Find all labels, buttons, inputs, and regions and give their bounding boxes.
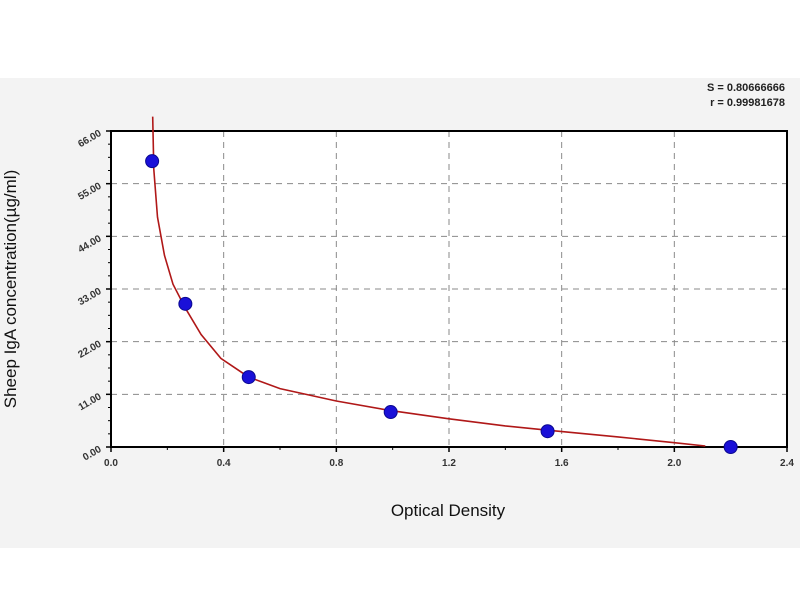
data-point [383, 405, 398, 420]
fit-curve-group [151, 116, 706, 447]
x-axis-label: Optical Density [391, 501, 506, 520]
stat-s: S = 0.80666666 [707, 82, 785, 94]
data-point [723, 440, 738, 454]
x-tick-label: 0.8 [329, 458, 343, 469]
x-tick-label: 0.0 [104, 458, 118, 469]
data-point [241, 370, 256, 385]
x-tick-label: 2.4 [780, 458, 794, 469]
data-point [178, 296, 193, 311]
data-point [540, 424, 555, 439]
data-point [145, 154, 160, 169]
x-tick-label: 2.0 [667, 458, 681, 469]
y-tick-label: 55.00 [76, 181, 104, 203]
y-axis-label: Sheep IgA concentration(µg/ml) [1, 170, 20, 408]
x-tick-label: 0.4 [217, 458, 231, 469]
data-points [145, 154, 738, 454]
fit-curve [151, 116, 706, 447]
grid [111, 131, 787, 447]
y-tick-label: 11.00 [77, 391, 104, 413]
y-tick-label: 44.00 [76, 233, 104, 255]
y-tick-label: 33.00 [76, 286, 104, 308]
y-tick-label: 0.00 [81, 444, 104, 463]
y-tick-label: 66.00 [76, 128, 104, 150]
y-tick-label: 22.00 [76, 339, 104, 361]
x-tick-label: 1.2 [442, 458, 456, 469]
x-tick-label: 1.6 [555, 458, 569, 469]
stat-r: r = 0.99981678 [710, 97, 785, 109]
